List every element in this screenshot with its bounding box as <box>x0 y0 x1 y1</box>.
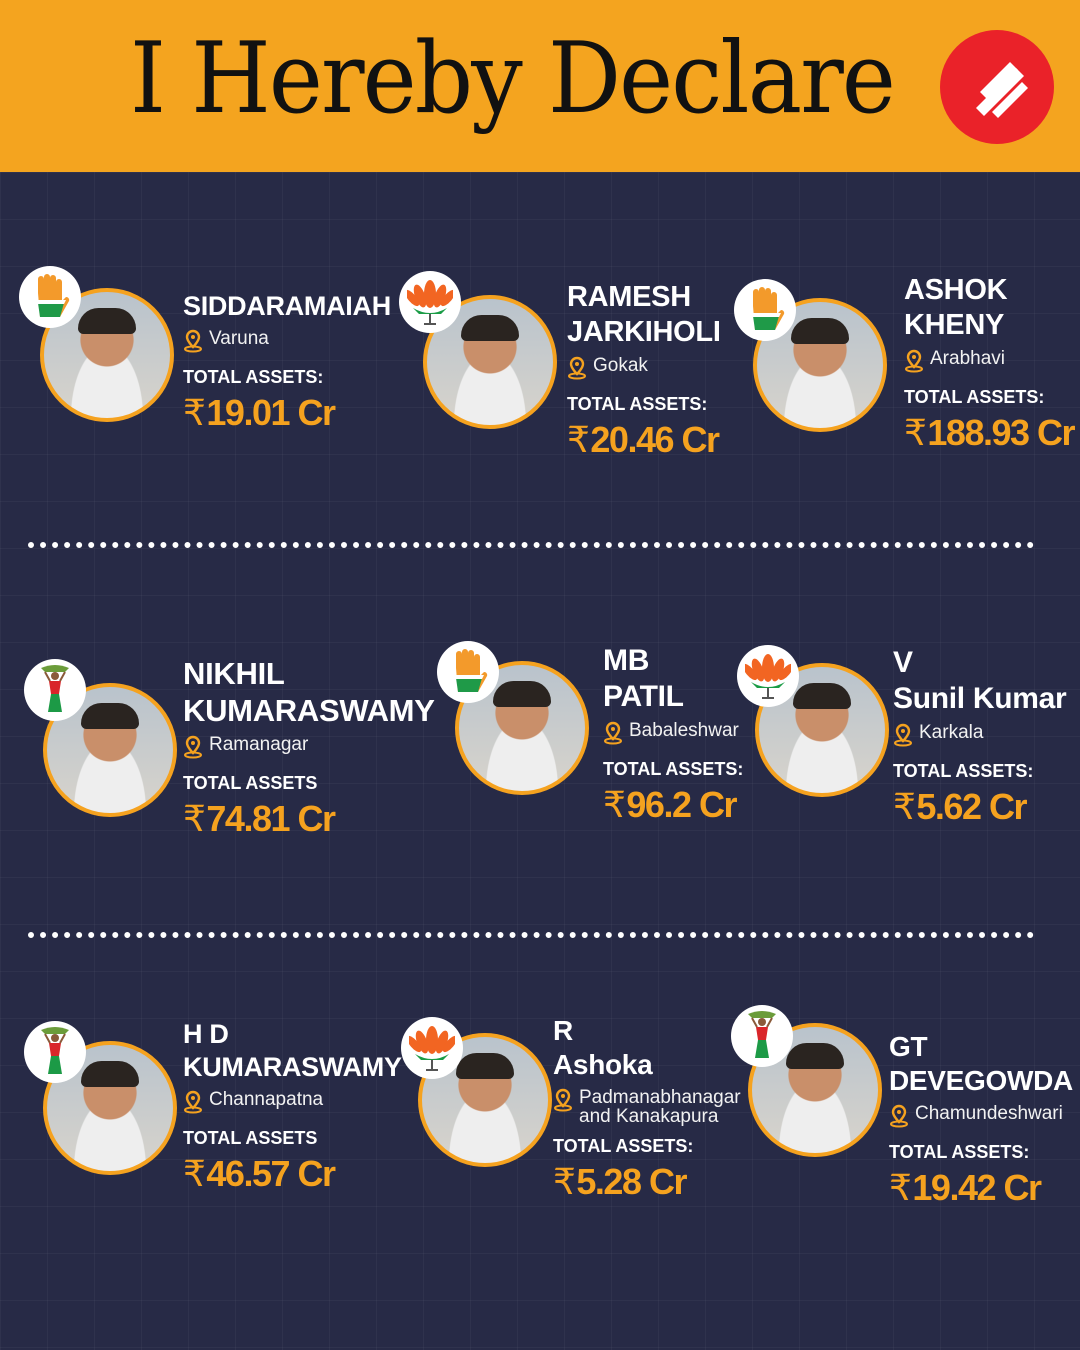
location-pin-icon <box>893 723 913 751</box>
location-pin-icon <box>183 329 203 357</box>
constituency-name: Karkala <box>919 722 984 743</box>
rupee-symbol: ₹ <box>603 784 626 825</box>
rupee-symbol: ₹ <box>893 786 916 827</box>
candidate-info: V Sunil Kumar Karkala TOTAL ASSETS: ₹5.62 C… <box>893 645 1067 828</box>
total-assets-label: TOTAL ASSETS <box>183 773 318 793</box>
assets-amount: 19.01 Cr <box>206 392 336 433</box>
bjp-lotus-icon <box>737 645 799 707</box>
total-assets-value: ₹46.57 Cr <box>183 1153 402 1195</box>
rupee-symbol: ₹ <box>904 412 927 453</box>
constituency-name: Babaleshwar <box>629 720 739 741</box>
candidate-name: RAMESH JARKIHOLI <box>567 281 721 348</box>
assets-amount: 5.28 Cr <box>576 1161 687 1202</box>
location-pin-icon <box>183 1090 203 1118</box>
constituency: Chamundeshwari <box>889 1104 1073 1132</box>
total-assets-label: TOTAL ASSETS: <box>904 387 1045 407</box>
total-assets-value: ₹20.46 Cr <box>567 419 721 461</box>
location-pin-icon <box>603 721 623 749</box>
location-pin-icon <box>904 349 924 377</box>
jds-woman-icon <box>24 1021 86 1083</box>
constituency: Ramanagar <box>183 735 435 763</box>
candidate-name: NIKHIL KUMARASWAMY <box>183 656 435 728</box>
constituency-name: Chamundeshwari <box>915 1103 1063 1124</box>
assets-amount: 19.42 Cr <box>912 1167 1042 1208</box>
assets-amount: 46.57 Cr <box>206 1153 336 1194</box>
constituency: Babaleshwar <box>603 721 743 749</box>
jds-woman-icon <box>731 1005 793 1067</box>
candidate-info: SIDDARAMAIAH Varuna TOTAL ASSETS: ₹19.01 Cr <box>183 290 391 434</box>
total-assets-value: ₹19.01 Cr <box>183 392 391 434</box>
assets-amount: 96.2 Cr <box>626 784 737 825</box>
candidate-name: MB PATIL <box>603 644 684 713</box>
constituency-name: Padmanabhanagar and Kanakapura <box>579 1087 741 1127</box>
page-title: I Hereby Declare <box>130 22 896 136</box>
total-assets-value: ₹5.28 Cr <box>553 1161 741 1203</box>
candidate-photo <box>755 663 889 797</box>
total-assets-label: TOTAL ASSETS: <box>567 394 708 414</box>
total-assets-value: ₹19.42 Cr <box>889 1167 1073 1209</box>
assets-amount: 20.46 Cr <box>590 419 720 460</box>
total-assets-label: TOTAL ASSETS: <box>893 761 1034 781</box>
candidate-name: SIDDARAMAIAH <box>183 291 391 321</box>
constituency: Channapatna <box>183 1090 402 1118</box>
constituency-name: Ramanagar <box>209 734 309 755</box>
location-pin-icon <box>889 1104 909 1132</box>
candidate-name: ASHOK KHENY <box>904 274 1008 341</box>
rupee-symbol: ₹ <box>567 419 590 460</box>
constituency: Padmanabhanagar and Kanakapura <box>553 1088 741 1126</box>
rupee-symbol: ₹ <box>889 1167 912 1208</box>
rupee-symbol: ₹ <box>183 798 206 839</box>
assets-amount: 188.93 Cr <box>927 412 1075 453</box>
candidate-info: GT DEVEGOWDA Chamundeshwari TOTAL ASSETS: ₹… <box>889 1030 1073 1209</box>
total-assets-label: TOTAL ASSETS: <box>553 1136 694 1156</box>
total-assets-label: TOTAL ASSETS: <box>603 759 744 779</box>
bjp-lotus-icon <box>401 1017 463 1079</box>
total-assets-label: TOTAL ASSETS: <box>889 1142 1030 1162</box>
candidate-name: GT DEVEGOWDA <box>889 1031 1073 1096</box>
rupee-symbol: ₹ <box>553 1161 576 1202</box>
constituency: Arabhavi <box>904 349 1074 377</box>
candidate-info: H D KUMARASWAMY Channapatna TOTAL ASSETS ₹4… <box>183 1018 402 1195</box>
jds-woman-icon <box>24 659 86 721</box>
total-assets-label: TOTAL ASSETS <box>183 1128 318 1148</box>
bjp-lotus-icon <box>399 271 461 333</box>
assets-amount: 5.62 Cr <box>916 786 1027 827</box>
candidate-info: RAMESH JARKIHOLI Gokak TOTAL ASSETS: ₹20.46… <box>567 280 721 461</box>
constituency: Karkala <box>893 723 1066 751</box>
assets-amount: 74.81 Cr <box>206 798 336 839</box>
location-pin-icon <box>567 356 587 384</box>
indian-express-logo-icon <box>940 30 1054 144</box>
constituency-name: Gokak <box>593 355 648 376</box>
candidate-photo <box>418 1033 552 1167</box>
constituency: Varuna <box>183 329 391 357</box>
constituency-name: Channapatna <box>209 1089 324 1110</box>
rupee-symbol: ₹ <box>183 392 206 433</box>
congress-hand-icon <box>734 279 796 341</box>
candidate-info: ASHOK KHENY Arabhavi TOTAL ASSETS: ₹188.93 … <box>904 273 1076 454</box>
candidate-name: H D KUMARASWAMY <box>183 1019 402 1082</box>
congress-hand-icon <box>437 641 499 703</box>
congress-hand-icon <box>19 266 81 328</box>
candidate-info: MB PATIL Babaleshwar TOTAL ASSETS: ₹96.2 Cr <box>603 643 743 826</box>
constituency-name: Arabhavi <box>930 348 1005 369</box>
dotted-divider <box>28 932 1034 938</box>
total-assets-value: ₹96.2 Cr <box>603 784 743 826</box>
candidate-info: R Ashoka Padmanabhanagar and Kanakapura TO… <box>553 1014 741 1203</box>
candidate-info: NIKHIL KUMARASWAMY Ramanagar TOTAL ASSETS ₹… <box>183 655 435 840</box>
total-assets-value: ₹188.93 Cr <box>904 412 1076 454</box>
constituency: Gokak <box>567 356 721 384</box>
candidate-name: V Sunil Kumar <box>893 646 1067 715</box>
location-pin-icon <box>553 1088 573 1116</box>
total-assets-label: TOTAL ASSETS: <box>183 367 324 387</box>
location-pin-icon <box>183 735 203 763</box>
header-banner: I Hereby Declare <box>0 0 1080 172</box>
candidate-name: R Ashoka <box>553 1015 653 1080</box>
total-assets-value: ₹74.81 Cr <box>183 798 435 840</box>
rupee-symbol: ₹ <box>183 1153 206 1194</box>
constituency-name: Varuna <box>209 328 269 349</box>
dotted-divider <box>28 542 1034 548</box>
total-assets-value: ₹5.62 Cr <box>893 786 1066 828</box>
